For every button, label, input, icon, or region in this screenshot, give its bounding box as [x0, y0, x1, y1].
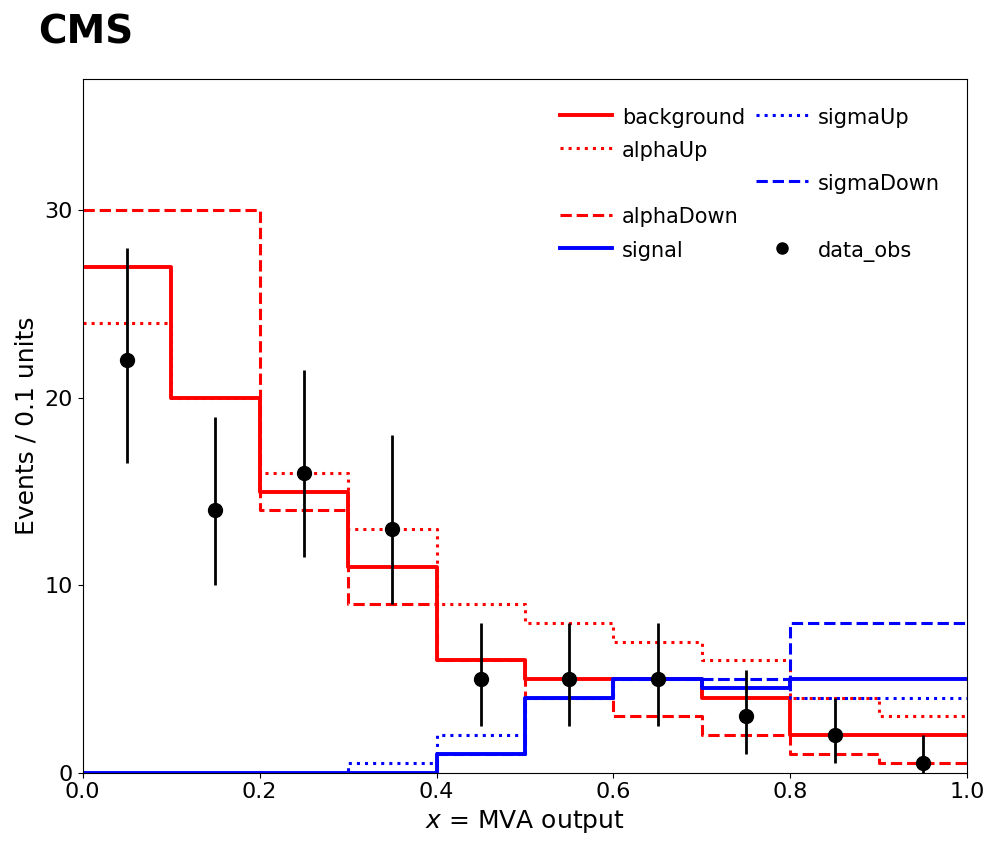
Y-axis label: Events / 0.1 units: Events / 0.1 units	[15, 317, 39, 536]
Text: CMS: CMS	[38, 14, 134, 52]
X-axis label: $x$ = MVA output: $x$ = MVA output	[425, 808, 625, 835]
Legend: background, alphaUp, , alphaDown, signal, sigmaUp, , sigmaDown, , data_obs: background, alphaUp, , alphaDown, signal…	[543, 89, 957, 278]
